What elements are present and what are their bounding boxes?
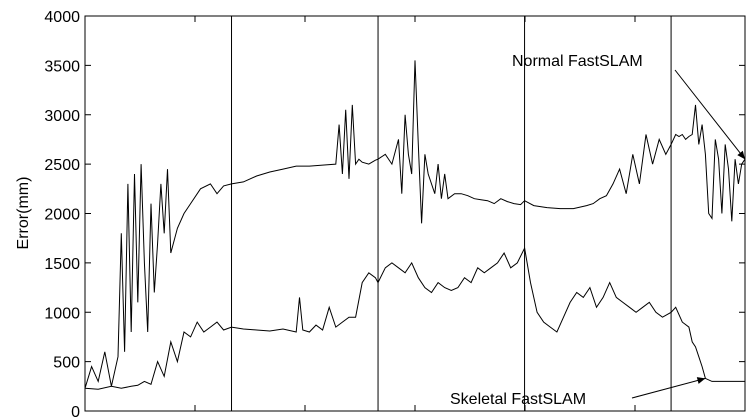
y-tick-label: 500	[53, 355, 80, 372]
y-tick-label: 4000	[44, 9, 80, 26]
annotation-arrowhead-2	[696, 377, 706, 384]
y-tick-label: 3500	[44, 58, 80, 75]
series-line-1	[84, 60, 746, 389]
annotation-arrow-2	[631, 377, 706, 399]
y-axis-title: Error(mm)	[15, 177, 32, 250]
annotation-arrowhead-1	[737, 150, 745, 160]
y-tick-label: 2000	[44, 207, 80, 224]
y-tick-label: 3000	[44, 108, 80, 125]
plot-frame	[84, 15, 746, 412]
series-line-2	[84, 246, 745, 390]
annotation-arrow-1	[674, 69, 746, 160]
plot-area	[85, 16, 745, 411]
series-annotation-1: Normal FastSLAM	[512, 53, 643, 70]
y-tick-label: 1500	[44, 256, 80, 273]
y-tick-label: 0	[71, 404, 80, 420]
series-annotation-2: Skeletal FastSLAM	[450, 391, 586, 408]
y-tick-label: 2500	[44, 157, 80, 174]
y-tick-label: 1000	[44, 305, 80, 322]
